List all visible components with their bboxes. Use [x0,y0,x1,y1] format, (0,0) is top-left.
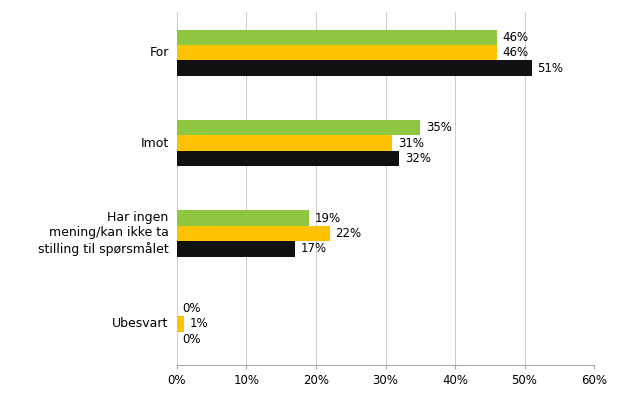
Text: 32%: 32% [405,152,431,165]
Bar [177,226,330,241]
Text: 51%: 51% [537,62,563,75]
Bar [177,60,532,76]
Text: 19%: 19% [315,212,341,225]
Text: 46%: 46% [502,31,528,44]
Bar [177,151,399,166]
Bar [177,45,497,60]
Bar [177,30,497,45]
Text: 0%: 0% [183,302,201,315]
Text: 46%: 46% [502,46,528,59]
Text: 22%: 22% [336,227,362,240]
Bar [177,241,295,256]
Bar [177,136,392,151]
Text: 17%: 17% [301,242,327,256]
Text: 0%: 0% [183,333,201,346]
Text: 31%: 31% [398,136,424,150]
Text: 1%: 1% [190,318,208,330]
Bar [177,316,184,332]
Text: 35%: 35% [426,121,452,134]
Bar [177,120,420,136]
Bar [177,211,309,226]
